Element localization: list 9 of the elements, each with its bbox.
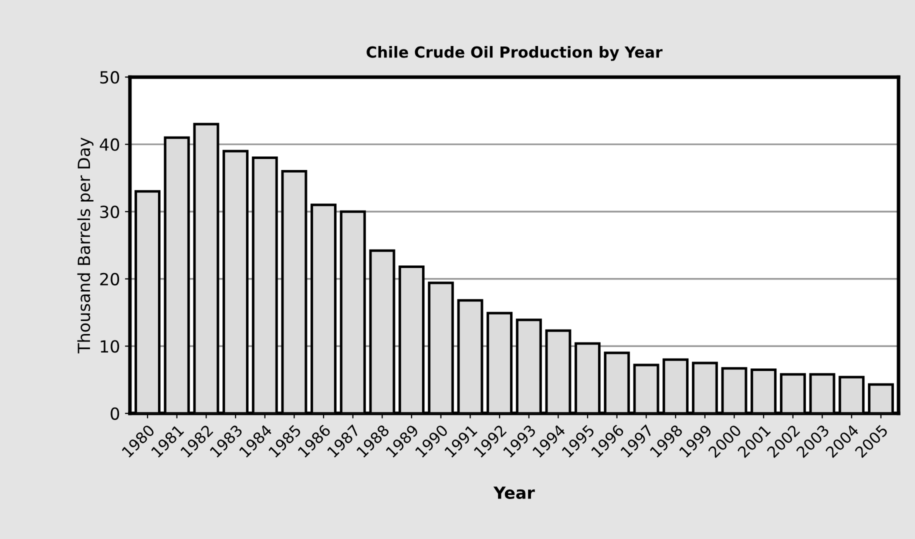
y-tick-label: 50 (100, 71, 120, 84)
x-axis-title: Year (493, 486, 535, 499)
y-axis-title: Thousand Barrels per Day (77, 138, 94, 354)
y-tick-label: 40 (100, 138, 120, 151)
y-tick-label: 30 (100, 206, 120, 218)
y-tick-label: 20 (100, 272, 120, 286)
y-tick-label: 10 (100, 340, 120, 353)
chart-title: Chile Crude Oil Production by Year (366, 46, 663, 61)
y-tick-label: 0 (110, 407, 120, 420)
